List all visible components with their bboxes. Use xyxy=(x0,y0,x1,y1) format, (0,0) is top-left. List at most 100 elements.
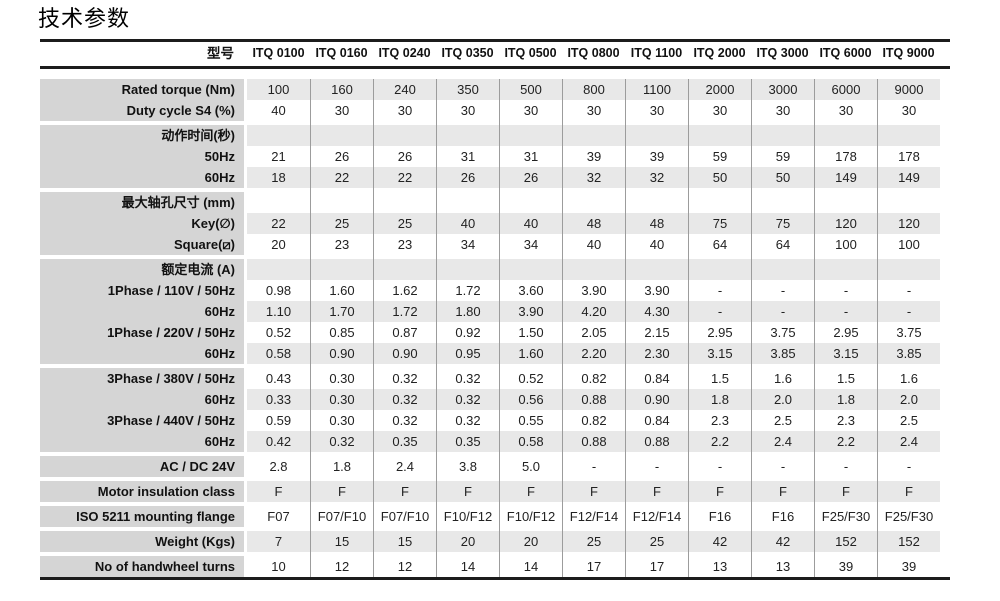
table-row: 1Phase / 220V / 50Hz 0.52 0.85 0.87 0.92 1.50… xyxy=(40,322,940,343)
section-gap-cell xyxy=(625,477,688,481)
section-gap-cell xyxy=(310,477,373,481)
value-cell: 0.90 xyxy=(625,389,688,410)
value-cell: 30 xyxy=(625,100,688,121)
value-cell: 0.43 xyxy=(265,371,292,386)
table-row: 60Hz 0.33 0.30 0.32 0.32 0.56 0.88 0.90 1.8 2.0 1.… xyxy=(40,389,940,410)
section-gap-cell xyxy=(310,527,373,531)
model-header-cell: ITQ 1100 xyxy=(630,46,683,60)
value-cell xyxy=(436,125,499,146)
value-cell xyxy=(247,259,310,280)
section-gap-cell xyxy=(373,121,436,125)
value-cell: 15 xyxy=(373,531,436,552)
section-gap-cell xyxy=(751,527,814,531)
value-cell xyxy=(310,259,373,280)
value-cell: 26 xyxy=(373,146,436,167)
section-gap-cell xyxy=(877,364,940,368)
row-label: 额定电流 (A) xyxy=(40,259,244,280)
section-gap-cell xyxy=(499,121,562,125)
value-cell: 1.50 xyxy=(499,322,562,343)
row-label: 60Hz xyxy=(40,389,244,410)
value-cell: 39 xyxy=(562,146,625,167)
section-gap-cell xyxy=(814,502,877,506)
value-cell: 2.4 xyxy=(877,431,940,452)
section-gap-cell xyxy=(562,121,625,125)
value-cell xyxy=(751,259,814,280)
section-gap-cell xyxy=(751,255,814,259)
value-cell: 48 xyxy=(562,213,625,234)
section-gap-cell xyxy=(814,552,877,556)
value-cell: 1.8 xyxy=(310,456,373,477)
section-gap-cell xyxy=(877,188,940,192)
section-gap-cell xyxy=(562,452,625,456)
value-cell: 1.8 xyxy=(688,389,751,410)
value-cell: 30 xyxy=(373,100,436,121)
section-gap-cell xyxy=(688,502,751,506)
value-cell: 0.35 xyxy=(436,431,499,452)
value-cell: 0.88 xyxy=(562,389,625,410)
section-gap-cell xyxy=(310,502,373,506)
value-cell: 1.72 xyxy=(373,301,436,322)
table-row: Motor insulation class F F F F F F F F F F F xyxy=(40,481,940,502)
value-cell: 3.85 xyxy=(877,343,940,364)
value-cell: 75 xyxy=(751,213,814,234)
table-row: Key(∅) 22 25 25 40 40 48 48 75 75 120 120 xyxy=(40,213,940,234)
row-label: 60Hz xyxy=(40,167,244,188)
value-cell: 0.87 xyxy=(373,322,436,343)
value-cell: 0.90 xyxy=(310,343,373,364)
section-gap-cell xyxy=(562,552,625,556)
value-cell: 178 xyxy=(814,146,877,167)
table-row: 1Phase / 110V / 50Hz 0.98 1.60 1.62 1.72 3.60… xyxy=(40,280,940,301)
value-cell xyxy=(625,259,688,280)
row-label: AC / DC 24V xyxy=(40,456,244,477)
section-gap-cell xyxy=(877,527,940,531)
value-cell: 0.35 xyxy=(373,431,436,452)
section-gap-cell xyxy=(562,255,625,259)
section-gap-cell xyxy=(562,364,625,368)
value-cell: 6000 xyxy=(814,79,877,100)
value-cell: 2.5 xyxy=(751,410,814,431)
value-cell: 12 xyxy=(373,556,436,577)
value-cell: 40 xyxy=(436,213,499,234)
value-cell: F xyxy=(310,481,373,502)
value-cell: 120 xyxy=(877,213,940,234)
row-label: 最大轴孔尺寸 (mm) xyxy=(40,192,244,213)
value-cell xyxy=(499,192,562,213)
value-cell: F10/F12 xyxy=(499,506,562,527)
model-header-cell: ITQ 3000 xyxy=(756,46,809,60)
value-cell: 13 xyxy=(751,556,814,577)
value-cell: 25 xyxy=(562,531,625,552)
value-cell: 1.10 xyxy=(247,301,310,322)
row-label: ISO 5211 mounting flange xyxy=(40,506,244,527)
value-cell: F25/F30 xyxy=(877,506,940,527)
value-cell xyxy=(688,192,751,213)
table-header-row: 型号 ITQ 0100 ITQ 0160 ITQ 0240 ITQ 0350 ITQ 0… xyxy=(40,42,940,65)
section-gap-cell xyxy=(436,188,499,192)
value-cell: 2.20 xyxy=(562,343,625,364)
value-cell: 39 xyxy=(625,146,688,167)
section-gap-cell xyxy=(373,552,436,556)
value-cell xyxy=(310,125,373,146)
value-cell: 5.0 xyxy=(499,456,562,477)
section-gap-cell xyxy=(751,477,814,481)
section-gap-cell xyxy=(436,477,499,481)
value-cell: 32 xyxy=(625,167,688,188)
value-cell: 0.85 xyxy=(310,322,373,343)
model-header-cell: ITQ 0350 xyxy=(441,46,494,60)
value-cell: 20 xyxy=(436,531,499,552)
section-gap-cell xyxy=(688,188,751,192)
value-cell: F xyxy=(562,481,625,502)
value-cell xyxy=(373,259,436,280)
row-label: 1Phase / 220V / 50Hz xyxy=(40,322,244,343)
section-gap-cell xyxy=(625,502,688,506)
value-cell: 0.88 xyxy=(625,431,688,452)
value-cell: 1.5 xyxy=(688,368,751,389)
value-cell: 120 xyxy=(814,213,877,234)
section-gap-cell xyxy=(562,502,625,506)
value-cell: 100 xyxy=(247,79,310,100)
value-cell: F12/F14 xyxy=(562,506,625,527)
value-cell: 1.8 xyxy=(814,389,877,410)
section-gap-cell xyxy=(814,527,877,531)
value-cell xyxy=(877,125,940,146)
value-cell: 0.32 xyxy=(436,368,499,389)
value-cell: 2.95 xyxy=(688,322,751,343)
